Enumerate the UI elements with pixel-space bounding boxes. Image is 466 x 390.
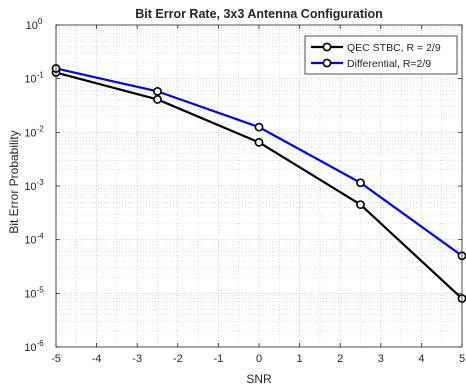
data-point-series-1 xyxy=(254,137,264,147)
y-tick-label: 10-5 xyxy=(24,285,44,300)
x-tick-label: -5 xyxy=(51,353,61,365)
y-tick-label: 10-1 xyxy=(24,71,44,86)
legend-box xyxy=(304,35,458,75)
data-point-series-1 xyxy=(153,95,162,104)
y-axis-label: Bit Error Probability xyxy=(7,130,21,233)
data-point-series-2 xyxy=(254,122,264,132)
legend-swatch-marker xyxy=(322,58,332,68)
x-axis-label: SNR xyxy=(246,372,272,386)
x-tick-label: 0 xyxy=(256,353,262,365)
x-tick-label: -2 xyxy=(173,353,183,365)
x-tick-label: 2 xyxy=(337,353,343,365)
x-tick-label: 5 xyxy=(459,353,465,365)
y-tick-label: 10-6 xyxy=(24,339,44,354)
data-point-series-2 xyxy=(153,86,162,96)
y-tick-label: 10-2 xyxy=(24,124,44,139)
legend-entry-label: QEC STBC, R = 2/9 xyxy=(347,42,441,54)
x-tick-label: 1 xyxy=(297,353,303,365)
legend: QEC STBC, R = 2/9 Differential, R=2/9 xyxy=(304,35,458,75)
y-tick-label: 10-4 xyxy=(24,232,44,247)
data-point-series-2 xyxy=(356,178,365,188)
chart-title: Bit Error Rate, 3x3 Antenna Configuratio… xyxy=(135,7,382,21)
x-tick-label: 3 xyxy=(378,353,384,365)
legend-swatch-marker xyxy=(322,42,332,52)
x-tick-label: -4 xyxy=(92,353,102,365)
y-tick-label: 100 xyxy=(26,17,43,32)
x-tick-label: 4 xyxy=(418,353,424,365)
legend-entry-label: Differential, R=2/9 xyxy=(347,58,431,70)
y-tick-label: 10-3 xyxy=(24,178,44,193)
x-tick-label: -1 xyxy=(214,353,224,365)
data-point-series-1 xyxy=(356,200,365,210)
x-tick-label: -3 xyxy=(132,353,142,365)
series-layer xyxy=(51,64,466,303)
tick-layer: -5 -4 -3 -2 -1 0 1 2 3 4 5 10-6 10-5 10-4 10-3 10-2 10-1… xyxy=(24,17,465,365)
